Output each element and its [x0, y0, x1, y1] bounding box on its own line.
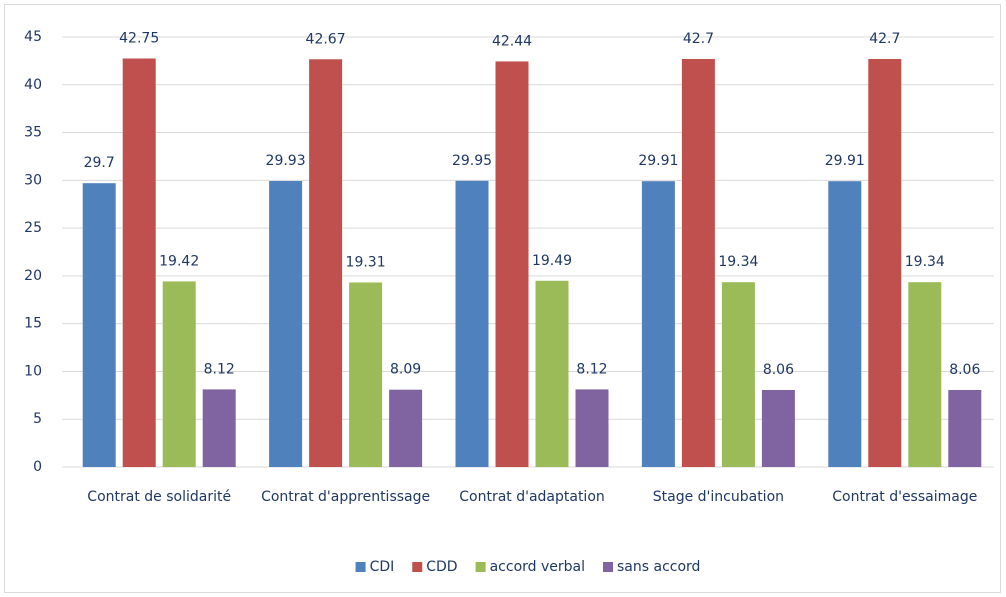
- bar: [948, 389, 982, 467]
- y-tick-label: 5: [33, 411, 42, 427]
- legend-swatch: [355, 562, 366, 572]
- data-label: 42.75: [119, 31, 159, 47]
- legend-label: accord verbal: [490, 559, 585, 575]
- bar: [721, 282, 755, 467]
- y-tick-label: 25: [24, 220, 42, 236]
- data-label: 8.09: [390, 362, 421, 378]
- data-label: 29.7: [84, 155, 115, 171]
- data-label: 29.91: [638, 153, 678, 169]
- bar: [828, 181, 862, 467]
- y-tick-label: 30: [24, 172, 42, 188]
- y-tick-label: 40: [24, 77, 42, 93]
- bar: [202, 389, 236, 467]
- legend-label: CDD: [426, 559, 457, 575]
- bar: [761, 389, 795, 467]
- data-label: 29.93: [266, 153, 306, 169]
- data-label: 8.12: [204, 361, 235, 377]
- data-label: 29.95: [452, 153, 492, 169]
- y-tick-label: 45: [24, 29, 42, 45]
- y-tick-label: 15: [24, 316, 42, 332]
- x-tick-label: Contrat d'apprentissage: [261, 489, 431, 505]
- legend-label: CDI: [370, 559, 395, 575]
- bar: [455, 180, 489, 468]
- bar: [868, 58, 902, 467]
- data-label: 19.42: [159, 253, 199, 269]
- bar: [389, 389, 423, 467]
- bar: [162, 281, 196, 467]
- y-tick-label: 20: [24, 268, 42, 284]
- bar: [641, 181, 675, 467]
- bar: [575, 389, 609, 467]
- data-label: 8.06: [949, 362, 980, 378]
- data-label: 8.06: [763, 362, 794, 378]
- bar: [681, 58, 715, 467]
- bar: [269, 181, 303, 467]
- data-label: 42.44: [492, 33, 532, 49]
- bar: [82, 183, 116, 467]
- legend-swatch: [412, 562, 423, 572]
- bar: [908, 282, 942, 467]
- data-label: 8.12: [576, 361, 607, 377]
- x-tick-label: Contrat d'essaimage: [832, 489, 978, 505]
- data-label: 19.34: [905, 254, 945, 270]
- data-label: 19.49: [532, 253, 572, 269]
- x-tick-label: Stage d'incubation: [652, 489, 785, 505]
- x-tick-label: Contrat de solidarité: [87, 489, 232, 505]
- data-label: 42.67: [306, 31, 346, 47]
- chart-frame: [4, 4, 1001, 593]
- bar: [535, 280, 569, 467]
- legend-swatch: [475, 562, 486, 572]
- legend-swatch: [603, 562, 613, 572]
- y-tick-label: 0: [33, 459, 42, 475]
- bar: [349, 282, 383, 467]
- bar: [309, 59, 343, 468]
- bar: [495, 61, 529, 468]
- data-label: 19.31: [346, 254, 386, 270]
- legend-label: sans accord: [617, 559, 700, 575]
- y-tick-label: 10: [24, 363, 42, 379]
- bar: [122, 58, 156, 467]
- x-tick-label: Contrat d'adaptation: [459, 489, 605, 505]
- data-label: 29.91: [825, 153, 865, 169]
- data-label: 42.7: [869, 31, 900, 47]
- data-label: 42.7: [683, 31, 714, 47]
- y-tick-label: 35: [24, 125, 42, 141]
- data-label: 19.34: [718, 254, 758, 270]
